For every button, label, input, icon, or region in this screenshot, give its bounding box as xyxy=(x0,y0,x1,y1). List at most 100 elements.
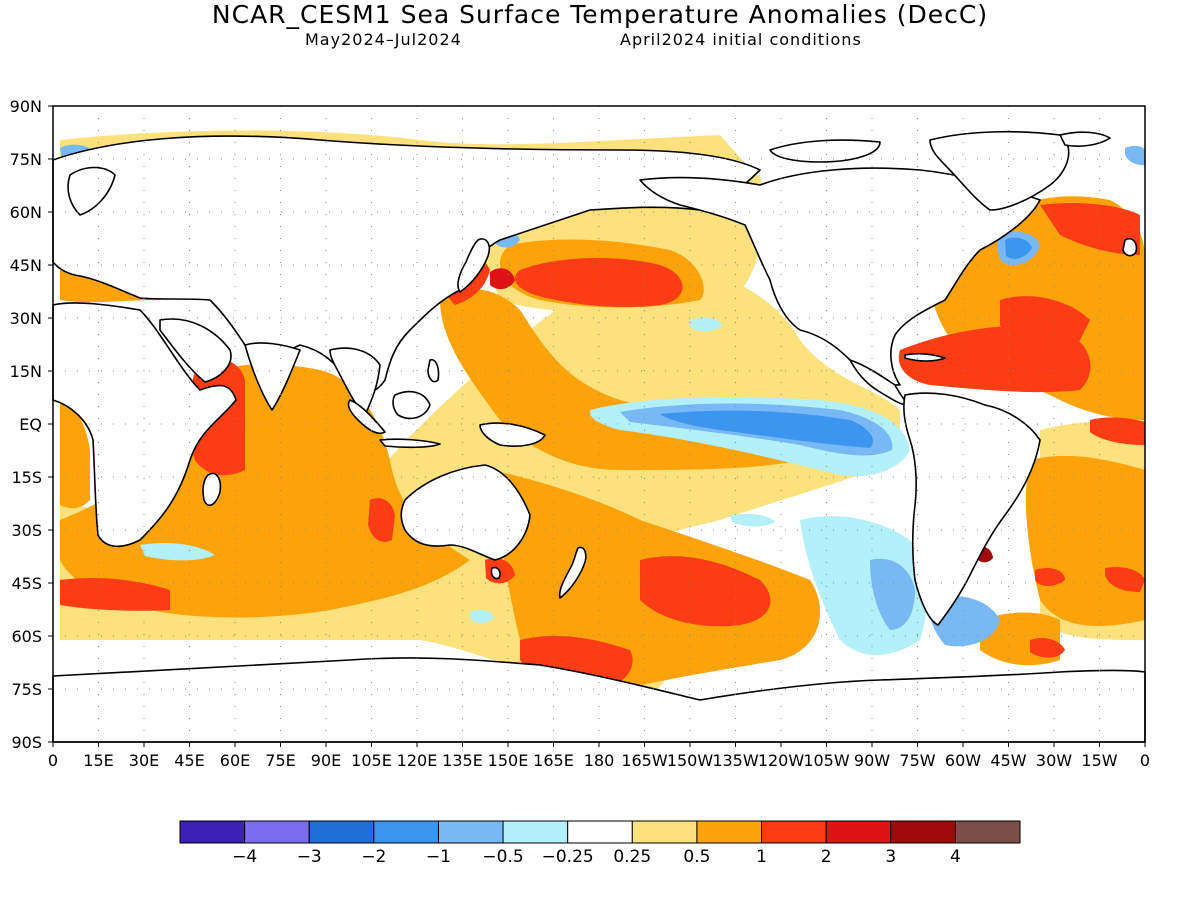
legend-tick-label: 0.5 xyxy=(683,847,710,867)
anomaly-region xyxy=(1040,203,1140,255)
eurasia-landmass xyxy=(52,135,761,394)
legend-color-swatch xyxy=(631,820,698,844)
madagascar-landmass xyxy=(202,472,222,507)
legend-tick-label: −0.5 xyxy=(482,847,523,867)
legend-tick-label: 0.25 xyxy=(613,847,651,867)
anomaly-region xyxy=(1005,237,1032,259)
legend-tick-label: −3 xyxy=(297,847,322,867)
legend-tick-label: 1 xyxy=(756,847,767,867)
legend-color-swatch xyxy=(373,820,439,844)
legend-tick-label: −1 xyxy=(426,847,451,867)
forecast-period: May2024–Jul2024 xyxy=(305,30,462,49)
latitude-tick-label: 75S xyxy=(11,680,42,699)
longitude-tick-label: 15E xyxy=(83,751,113,770)
latitude-tick-label: 15S xyxy=(11,468,42,487)
longitude-tick-label: 150E xyxy=(488,751,529,770)
colorbar-legend: −4 −3 −2 −1 −0.5 −0.25 0.25 0.5 1 2 3 4 xyxy=(179,820,1021,867)
latitude-tick-label: 60N xyxy=(10,203,42,222)
anomaly-region xyxy=(1000,296,1090,360)
borneo-landmass xyxy=(392,390,431,420)
japan-landmass xyxy=(457,238,491,293)
latitude-tick-label: 90S xyxy=(11,733,42,752)
longitude-tick-label: 60E xyxy=(220,751,250,770)
legend-tick-label: −2 xyxy=(361,847,386,867)
anomaly-region xyxy=(1125,145,1145,166)
tasmania-landmass xyxy=(490,566,501,580)
anomaly-region xyxy=(1025,455,1145,626)
anomaly-region xyxy=(1035,568,1065,586)
longitude-tick-label: 75W xyxy=(899,751,935,770)
map-title: NCAR_CESM1 Sea Surface Temperature Anoma… xyxy=(211,0,989,29)
legend-color-swatch xyxy=(437,820,504,844)
anomaly-region xyxy=(470,610,494,624)
anomaly-region xyxy=(660,410,874,448)
anomaly-region xyxy=(140,543,215,561)
legend-color-swatch xyxy=(244,820,310,844)
anomaly-region xyxy=(1090,417,1145,445)
legend-color-swatch xyxy=(954,820,1021,844)
anomaly-region xyxy=(440,289,800,470)
latitude-tick-label: EQ xyxy=(19,415,42,434)
longitude-tick-label: 180 xyxy=(584,751,615,770)
longitude-tick-label: 105E xyxy=(351,751,392,770)
latitude-tick-label: 60S xyxy=(11,627,42,646)
anomaly-region xyxy=(60,578,170,611)
longitude-tick-label: 15W xyxy=(1081,751,1117,770)
legend-tick-label: −0.25 xyxy=(542,847,594,867)
british-isles-landmass xyxy=(1122,237,1138,257)
caribbean-islands xyxy=(904,352,946,362)
continents xyxy=(52,130,1146,743)
longitude-axis: 0 15E 30E 45E 60E 75E 90E 105E 120E 135E 150E 165E 1… xyxy=(48,742,1150,770)
legend-tick-label: 2 xyxy=(821,847,832,867)
anomaly-region xyxy=(640,556,771,627)
legend-color-swatch xyxy=(825,820,892,844)
longitude-tick-label: 165E xyxy=(533,751,574,770)
latitude-tick-label: 45S xyxy=(11,574,42,593)
longitude-tick-label: 45E xyxy=(174,751,204,770)
anomaly-region xyxy=(60,400,90,509)
initial-conditions: April2024 initial conditions xyxy=(620,30,862,49)
latitude-tick-label: 75N xyxy=(10,150,42,169)
legend-color-swatch xyxy=(502,820,569,844)
legend-color-swatch xyxy=(179,820,246,844)
longitude-tick-label: 165W xyxy=(621,751,668,770)
greenland-landmass xyxy=(929,130,1070,211)
anomaly-region xyxy=(490,268,515,290)
scandinavia-landmass xyxy=(67,166,116,216)
latitude-tick-label: 30S xyxy=(11,521,42,540)
antarctica-landmass xyxy=(52,657,1146,743)
sumatra-landmass xyxy=(347,399,386,435)
longitude-tick-label: 150W xyxy=(667,751,714,770)
java-landmass xyxy=(379,438,441,449)
india-landmass xyxy=(244,342,301,411)
legend-tick-label: 4 xyxy=(950,847,961,867)
legend-color-swatch xyxy=(890,820,956,844)
legend-color-swatch xyxy=(567,820,633,844)
anomaly-region xyxy=(1105,567,1145,592)
arctic-islands xyxy=(1059,131,1111,147)
longitude-tick-label: 120E xyxy=(397,751,438,770)
anomaly-region xyxy=(1030,638,1065,658)
longitude-tick-label: 90E xyxy=(311,751,341,770)
north-america-landmass xyxy=(639,167,1041,386)
arabia-landmass xyxy=(159,318,232,383)
new-guinea-landmass xyxy=(479,422,546,447)
latitude-axis: 90N 75N 60N 45N 30N 15N EQ 15S 30S 45S 60S 75S 90S xyxy=(10,97,53,752)
australia-landmass xyxy=(400,464,531,561)
longitude-tick-label: 0 xyxy=(1140,751,1150,770)
africa-landmass xyxy=(52,302,237,548)
longitude-tick-label: 90W xyxy=(854,751,890,770)
philippines-landmass xyxy=(427,358,440,383)
longitude-tick-label: 30E xyxy=(129,751,159,770)
anomaly-region xyxy=(730,513,775,527)
longitude-tick-label: 120W xyxy=(758,751,805,770)
longitude-tick-label: 0 xyxy=(48,751,58,770)
anomaly-region xyxy=(690,317,722,332)
longitude-tick-label: 45W xyxy=(990,751,1026,770)
longitude-tick-label: 135W xyxy=(712,751,759,770)
longitude-tick-label: 75E xyxy=(265,751,295,770)
anomaly-region xyxy=(368,498,395,542)
anomaly-region xyxy=(515,258,683,307)
legend-tick-label: −4 xyxy=(232,847,257,867)
